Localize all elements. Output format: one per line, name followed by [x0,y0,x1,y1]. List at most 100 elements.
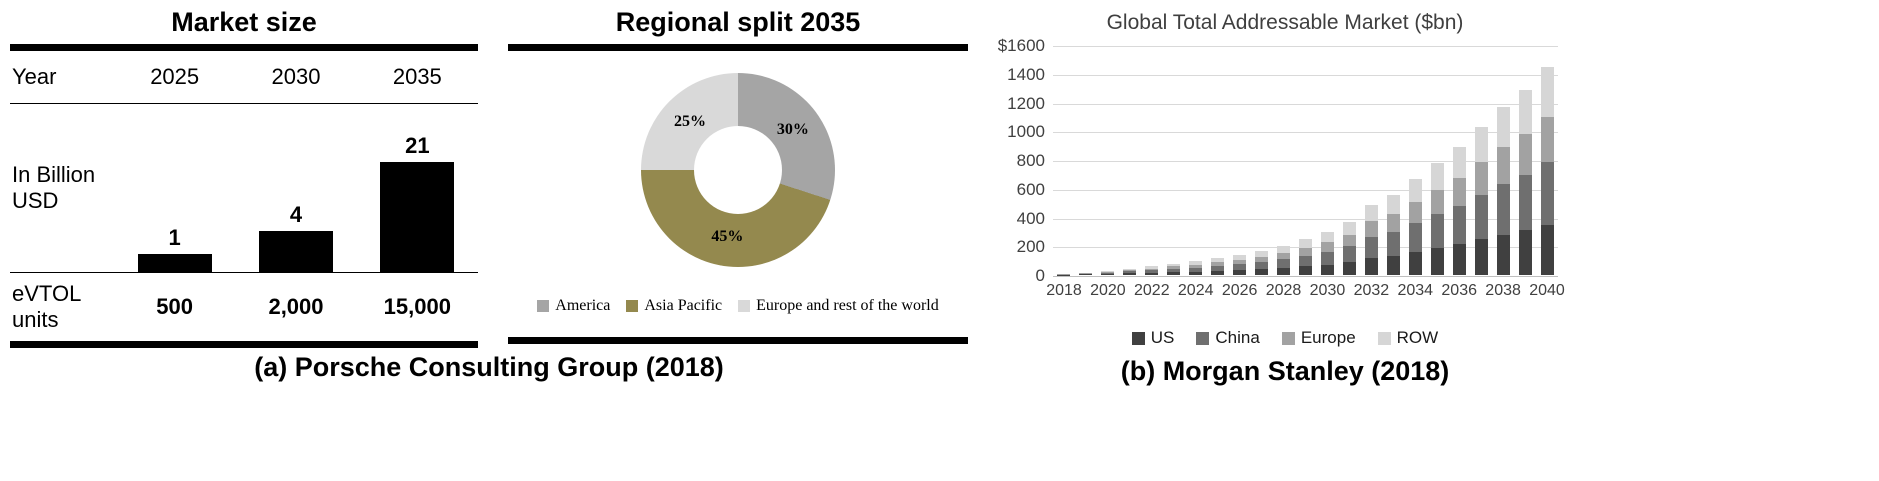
bar-segment-2033-china [1386,231,1400,256]
legend-label: Europe and rest of the world [756,297,939,314]
bar-segment-2027-us [1255,269,1269,275]
bar-segment-2029-us [1299,266,1312,275]
stacked-bar-2020 [1101,270,1115,275]
bar-segment-2030-us [1320,264,1334,275]
y-tick-label: 1400 [1007,64,1045,84]
usd-bar-row: In Billion USD 1 4 21 [10,104,478,272]
usd-bar-2035 [380,162,455,272]
bar-segment-2036-row [1452,147,1466,178]
bar-segment-2030-europe [1320,242,1334,252]
bar-segment-2024-china [1189,267,1203,272]
y-tick-label: $1600 [997,36,1045,55]
bar-segment-2025-china [1211,265,1225,271]
usd-bar-cell-2030: 4 [235,104,356,272]
pie-legend-item: America [537,297,610,315]
stacked-bar-2037 [1474,126,1488,275]
stacked-bar-2031 [1342,221,1356,275]
stacked-bar-2032 [1364,204,1378,275]
legend-swatch [1131,331,1145,345]
legend-swatch [738,300,751,312]
y-tick-label: 1000 [1007,122,1045,142]
stacked-bar-2018 [1057,274,1071,275]
bar-segment-2034-china [1408,222,1422,252]
bar-segment-2027-europe [1255,256,1269,263]
bar-segment-2022-europe [1145,268,1159,271]
bar-segment-2037-us [1474,239,1488,275]
bar-segment-2024-row [1189,261,1203,265]
legend-swatch [626,300,639,312]
usd-value-label: 21 [405,133,430,158]
x-tick-label: 2030 [1309,282,1346,299]
bar-segment-2035-row [1430,162,1444,190]
bar-segment-2026-us [1233,270,1247,275]
stacked-bar-2025 [1211,258,1225,275]
bar-segment-2023-europe [1167,266,1181,269]
year-value-2035: 2035 [392,64,442,89]
bar-segment-2037-europe [1474,162,1488,196]
legend-swatch [1281,331,1295,345]
bar-segment-2038-china [1496,184,1510,235]
bar-segment-2036-china [1452,205,1466,245]
divider-thick-top [10,44,478,51]
regional-split-panel: Regional split 2035 30% 45% 25% America Asi… [508,0,968,360]
slice-label-europe: 25% [673,112,706,130]
usd-bar-cell-2035: 21 [357,104,478,272]
bar-segment-2036-europe [1452,177,1466,206]
bar-segment-2034-us [1408,251,1422,275]
bar-segment-2026-europe [1233,259,1247,265]
bar-segment-2022-us [1145,272,1159,275]
gridline [1053,132,1558,134]
bar-segment-2024-europe [1189,264,1203,268]
units-value-2025: 500 [156,294,194,319]
divider-thin-1 [10,103,478,104]
bar-segment-2034-row [1408,178,1422,202]
slice-label-america: 30% [776,121,809,139]
bar-segment-2037-china [1474,195,1488,240]
bar-segment-2019-us [1079,274,1093,275]
usd-value-label: 4 [289,202,303,227]
x-tick-label: 2036 [1441,282,1477,299]
stacked-bar-2022 [1145,266,1159,275]
stacked-bar-2023 [1167,263,1181,276]
bar-segment-2033-europe [1386,213,1400,232]
stacked-bar-2019 [1079,272,1093,275]
x-tick-label: 2024 [1177,282,1214,299]
legend-label: Europe [1300,328,1356,347]
bar-segment-2038-europe [1496,147,1510,185]
morgan-stanley-group: Global Total Addressable Market ($bn) $1… [985,0,1585,481]
tam-legend-item-china: China [1196,328,1260,348]
y-tick-label: 400 [1016,208,1045,228]
bar-segment-2038-row [1496,106,1510,148]
bar-segment-2027-row [1255,251,1269,257]
bar-segment-2028-europe [1277,253,1291,260]
x-tick-label: 2032 [1353,282,1390,299]
bar-segment-2028-row [1277,246,1291,254]
usd-row-label: In Billion USD [12,162,96,213]
usd-bar-cell-2025: 1 [114,104,235,272]
bar-segment-2023-china [1167,268,1181,273]
legend-label: ROW [1396,328,1439,347]
stacked-bar-2033 [1386,194,1400,276]
gridline [1053,218,1558,220]
bar-segment-2028-china [1277,259,1291,269]
bar-segment-2040-europe [1540,116,1554,163]
units-value-2035: 15,000 [383,294,451,319]
legend-swatch [537,300,550,312]
bar-segment-2032-europe [1364,221,1378,237]
y-tick-label: 600 [1016,179,1045,199]
tam-plot-area: $1600 1400 1200 1000 800 600 400 200 0 2018 2020 20… [998,36,1565,299]
stacked-bar-2021 [1123,268,1137,275]
year-row-label: Year [12,64,57,89]
bar-segment-2021-us [1123,273,1137,275]
bar-segment-2019-china [1079,273,1093,275]
gridline [1053,103,1558,105]
caption-a: (a) Porsche Consulting Group (2018) [254,352,724,382]
stacked-bar-2040 [1540,66,1554,275]
bar-segment-2029-china [1299,255,1312,267]
bar-segment-2030-row [1320,231,1334,243]
legend-label: America [555,297,611,314]
bar-segment-2020-us [1101,273,1115,275]
bar-segment-2023-row [1167,263,1181,267]
tam-legend-item-us: US [1131,328,1174,348]
x-tick-label: 2018 [1046,282,1082,299]
